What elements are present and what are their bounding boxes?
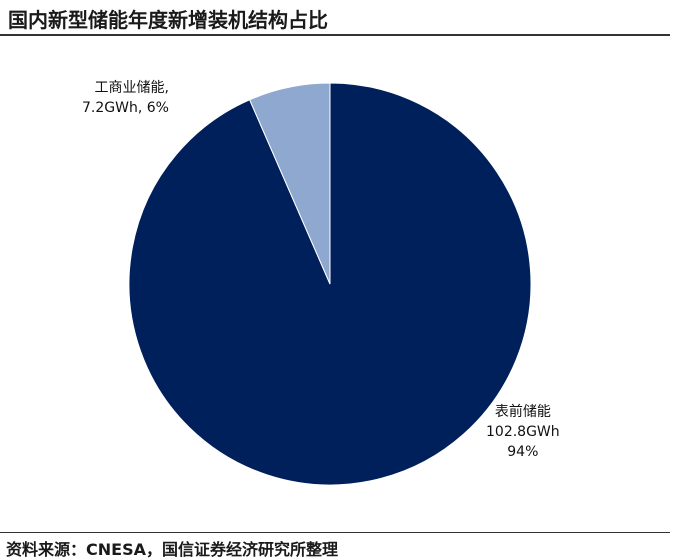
title-divider xyxy=(0,34,670,36)
footer-divider xyxy=(0,532,670,533)
slice-label-front-of-meter-percent: 94% xyxy=(507,444,539,460)
pie-slice-1 xyxy=(248,82,331,285)
source-note: 资料来源：CNESA，国信证券经济研究所整理 xyxy=(6,540,338,559)
slice-label-front-of-meter: 表前储能 102.8GWh 94% xyxy=(486,402,560,462)
slice-label-commercial-name: 工商业储能, xyxy=(94,80,169,96)
slice-label-front-of-meter-name: 表前储能 xyxy=(494,404,551,420)
slice-label-front-of-meter-value: 102.8GWh xyxy=(486,424,560,440)
slice-label-commercial-value: 7.2GWh, 6% xyxy=(82,100,169,116)
chart-title: 国内新型储能年度新增装机结构占比 xyxy=(8,8,328,32)
slice-label-commercial: 工商业储能, 7.2GWh, 6% xyxy=(82,78,169,118)
